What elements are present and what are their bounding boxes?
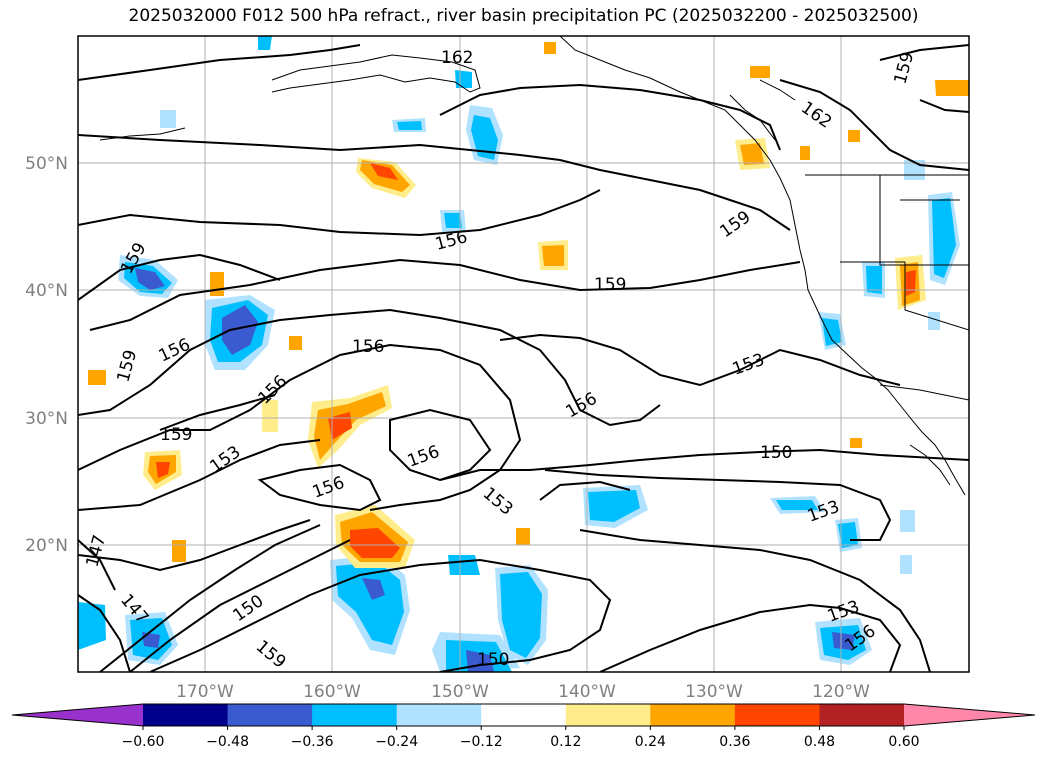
orange-patch — [848, 130, 860, 142]
orange-patch — [156, 462, 170, 478]
lon-label: 170°W — [176, 682, 234, 702]
map-frame — [77, 35, 970, 673]
blue-patch — [258, 36, 272, 50]
colorbar-segment — [396, 704, 482, 726]
blue-patch — [397, 121, 422, 130]
colorbar-tick-label: −0.12 — [460, 734, 503, 750]
blue-patch — [838, 522, 858, 548]
colorbar-extend-high — [904, 704, 1035, 726]
orange-patch — [350, 528, 400, 558]
orange-patch — [935, 80, 969, 96]
contour-label: 162 — [441, 48, 473, 68]
orange-patch — [370, 163, 398, 180]
colorbar-tick-label: 0.48 — [804, 734, 835, 750]
blue-patch — [444, 213, 462, 228]
orange-patch — [740, 143, 764, 165]
lat-label: 20°N — [25, 536, 68, 556]
colorbar-segment — [565, 704, 651, 726]
colorbar-tick-label: 0.36 — [719, 734, 750, 750]
colorbar-tick-label: −0.36 — [291, 734, 334, 750]
blue-patch — [500, 572, 542, 658]
blue-patch — [78, 602, 106, 650]
orange-patch — [800, 146, 810, 160]
colorbar-tick-label: −0.24 — [375, 734, 418, 750]
orange-patch — [172, 540, 186, 562]
blue-patch — [160, 110, 176, 128]
colorbar-extend-low — [12, 704, 143, 726]
orange-patch — [210, 272, 224, 296]
colorbar-tick-label: 0.60 — [888, 734, 919, 750]
lon-label: 130°W — [685, 682, 743, 702]
colorbar-segment — [312, 704, 398, 726]
blue-patch — [900, 510, 915, 532]
refractivity-contours — [78, 44, 969, 672]
colorbar-segment — [481, 704, 567, 726]
contour-label: 156 — [352, 337, 384, 357]
blue-patch — [362, 578, 385, 600]
lat-label: 30°N — [25, 409, 68, 429]
lon-label: 150°W — [431, 682, 489, 702]
blue-patch — [471, 115, 498, 160]
blue-patch — [222, 305, 258, 355]
colorbar-segment — [227, 704, 313, 726]
colorbar-segment — [650, 704, 736, 726]
colorbar-tick-label: −0.60 — [122, 734, 165, 750]
contour-label: 159 — [594, 275, 626, 295]
colorbar-segment — [819, 704, 905, 726]
orange-patch — [750, 66, 770, 78]
contour-label: 159 — [160, 425, 192, 445]
coastlines — [99, 36, 969, 496]
colorbar-segment — [143, 704, 229, 726]
orange-patch — [516, 528, 530, 545]
lon-label: 140°W — [558, 682, 616, 702]
latitude-labels: 50°N 40°N 30°N 20°N — [25, 154, 68, 556]
blue-patch — [776, 500, 818, 510]
colorbar-tick-label: −0.48 — [206, 734, 249, 750]
orange-patch — [88, 370, 106, 385]
blue-patch — [928, 312, 940, 330]
orange-patch — [850, 438, 862, 448]
colorbar: −0.60 −0.48 −0.36 −0.24 −0.12 0.12 0.24 0.36 0.4… — [11, 703, 1036, 750]
contour-label: 150 — [760, 443, 792, 463]
contour-label: 150 — [477, 650, 509, 670]
blue-patch — [832, 632, 855, 650]
lon-label: 160°W — [303, 682, 361, 702]
orange-patch — [262, 400, 278, 432]
orange-patch — [289, 336, 302, 350]
blue-patch — [866, 266, 882, 294]
blue-patch — [588, 490, 640, 522]
blue-patch — [932, 198, 956, 278]
orange-patch — [906, 270, 916, 296]
blue-patch — [448, 555, 480, 575]
colorbar-tick-label: 0.12 — [550, 734, 581, 750]
colorbar-segment — [734, 704, 820, 726]
orange-patch — [542, 245, 564, 266]
orange-patch — [328, 412, 352, 440]
blue-patch — [455, 70, 472, 88]
lat-label: 40°N — [25, 281, 68, 301]
chart-title: 2025032000 F012 500 hPa refract., river … — [128, 6, 919, 26]
lon-label: 120°W — [812, 682, 870, 702]
blue-patch — [135, 268, 165, 290]
blue-patch — [822, 318, 842, 346]
lat-label: 50°N — [25, 154, 68, 174]
colorbar-tick-label: 0.24 — [635, 734, 666, 750]
blue-patch — [336, 562, 404, 645]
blue-patch — [900, 555, 912, 574]
orange-patch — [544, 42, 556, 54]
longitude-labels: 170°W 160°W 150°W 140°W 130°W 120°W — [176, 682, 870, 702]
